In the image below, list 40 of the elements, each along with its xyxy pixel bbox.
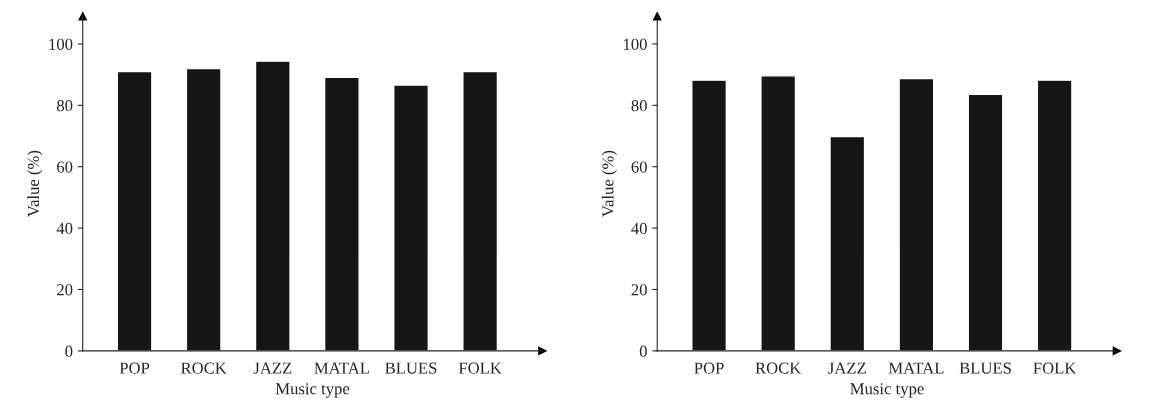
y-tick-label: 60: [631, 161, 647, 173]
y-tick-label: 100: [49, 38, 73, 50]
x-axis-title: Music type: [850, 383, 924, 398]
y-tick-label: 20: [631, 284, 647, 296]
x-tick-label: ROCK: [181, 362, 227, 374]
x-tick-label: MATAL: [888, 362, 944, 374]
y-tick-label: 20: [57, 284, 73, 296]
bar: [898, 77, 935, 351]
x-tick-label: JAZZ: [253, 362, 292, 374]
bar: [691, 79, 728, 351]
y-tick-label: 0: [639, 345, 647, 357]
bar: [116, 70, 153, 351]
x-tick-label: MATAL: [314, 362, 369, 374]
y-tick-label: 40: [631, 222, 647, 235]
x-tick-label: JAZZ: [828, 362, 866, 374]
bar: [829, 135, 866, 351]
bar: [760, 75, 797, 351]
x-tick-label: BLUES: [959, 362, 1011, 374]
bar: [185, 67, 222, 351]
bar: [254, 60, 291, 351]
bar: [323, 76, 360, 351]
x-tick-label: ROCK: [755, 362, 802, 374]
y-tick-label: 100: [623, 38, 647, 50]
y-tick-label: 80: [56, 100, 73, 112]
x-tick-label: FOLK: [1033, 362, 1077, 374]
x-tick-label: BLUES: [385, 362, 437, 374]
x-tick-label: POP: [119, 362, 150, 374]
y-tick-label: 60: [57, 161, 73, 173]
x-tick-label: FOLK: [458, 362, 502, 374]
y-tick-label: 40: [56, 222, 73, 235]
x-tick-label: POP: [694, 362, 724, 374]
y-axis-title: Value (%): [601, 150, 617, 217]
bar: [1036, 79, 1073, 351]
bar: [967, 93, 1004, 351]
y-tick-label: 0: [65, 345, 73, 357]
bar: [393, 84, 429, 351]
bar: [462, 70, 499, 351]
y-axis-title: Value (%): [27, 150, 43, 217]
y-tick-label: 80: [631, 100, 647, 112]
x-axis-title: Music type: [275, 383, 350, 398]
